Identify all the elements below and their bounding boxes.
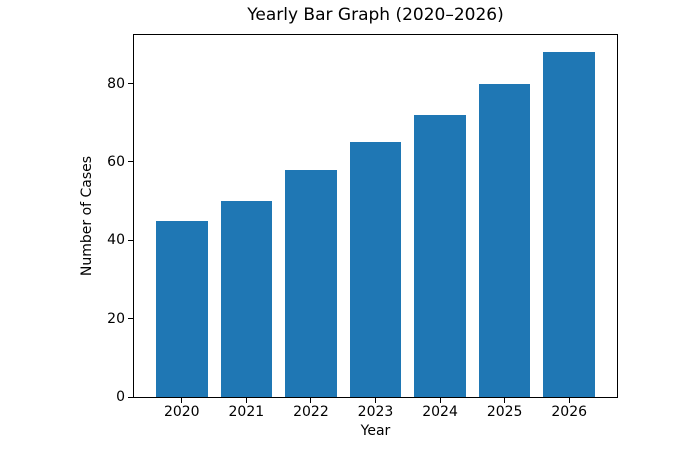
plot-area: 2020 2021 2022 2023 2024 2025 2026 0 20 40 60 80	[107, 34, 618, 419]
y-tick-label-40: 40	[107, 232, 125, 249]
x-tick-label-2020: 2020	[163, 404, 200, 420]
chart-title: Yearly Bar Graph (2020–2026)	[247, 5, 504, 25]
x-tick-mark-2025	[504, 398, 506, 403]
y-tick-mark-60	[128, 161, 133, 163]
bar-2025	[478, 83, 531, 397]
y-tick-label-60: 60	[107, 153, 125, 170]
x-tick-label-2026: 2026	[551, 404, 588, 420]
y-tick-label-0: 0	[116, 389, 125, 405]
x-tick-mark-2022	[310, 398, 312, 403]
bar-2022	[285, 169, 337, 397]
x-tick-mark-2024	[439, 398, 441, 403]
bar-2026	[543, 52, 596, 397]
x-tick-mark-2021	[245, 398, 247, 403]
x-tick-mark-2020	[181, 398, 183, 403]
x-tick-mark-2023	[375, 398, 376, 403]
y-tick-mark-80	[128, 83, 133, 85]
x-axis-label: Year	[360, 423, 391, 439]
bar-2021	[220, 201, 273, 397]
y-tick-mark-40	[128, 239, 133, 241]
y-tick-label-80: 80	[107, 75, 125, 92]
bar-2023	[349, 142, 402, 397]
bar-2020	[155, 220, 208, 397]
x-tick-label-2022: 2022	[293, 404, 329, 420]
x-tick-label-2023: 2023	[357, 404, 394, 420]
x-tick-mark-2026	[568, 398, 570, 403]
y-axis-label: Number of Cases	[79, 155, 95, 277]
x-tick-label-2024: 2024	[422, 404, 458, 420]
x-tick-label-2025: 2025	[486, 404, 523, 420]
y-tick-mark-20	[128, 318, 133, 320]
y-tick-mark-0	[128, 396, 133, 398]
y-tick-label-20: 20	[107, 310, 125, 327]
bar-2024	[414, 114, 466, 397]
x-tick-label-2021: 2021	[228, 404, 265, 420]
